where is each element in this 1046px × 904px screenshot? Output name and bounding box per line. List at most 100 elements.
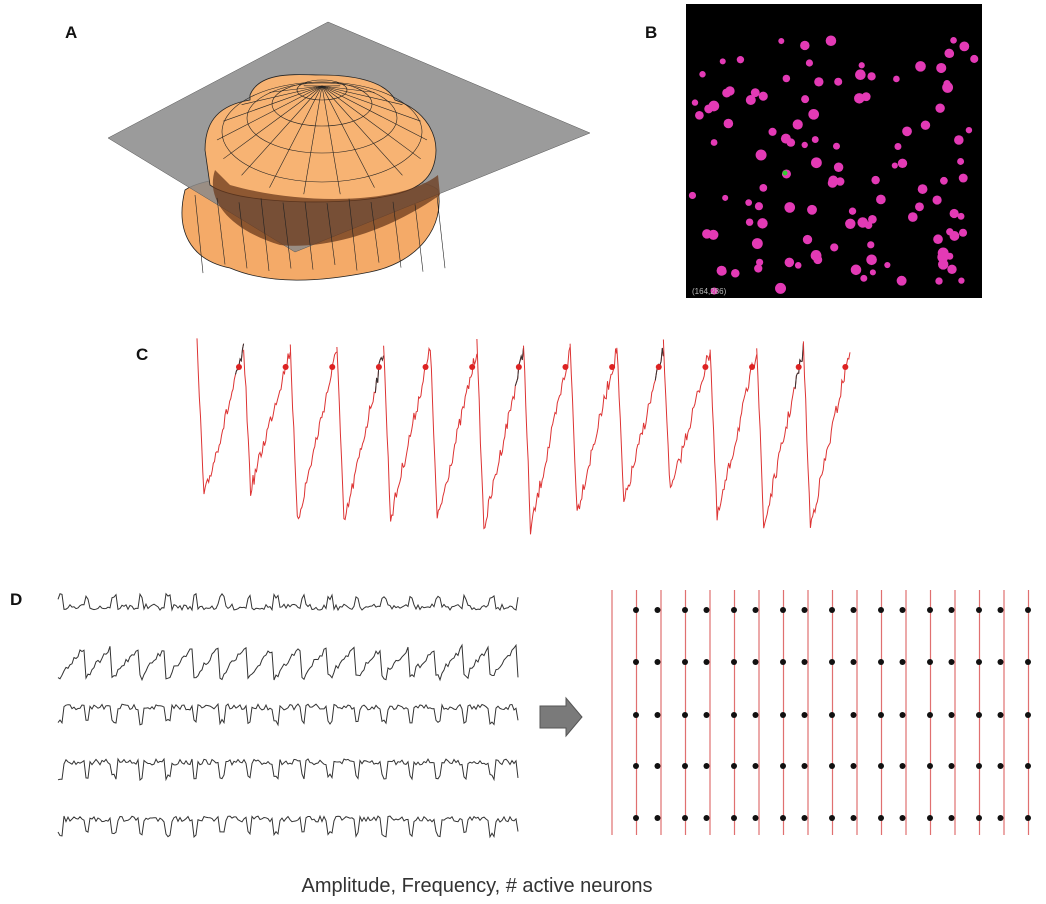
cell (722, 88, 731, 97)
cell (783, 75, 790, 82)
event-dot (780, 763, 786, 769)
event-dot (802, 659, 808, 665)
event-dot (655, 763, 661, 769)
event-dot (878, 607, 884, 613)
cell (811, 157, 822, 168)
calcium-trace (197, 338, 850, 534)
event-dot (682, 712, 688, 718)
cell (966, 127, 972, 133)
event-dot (851, 607, 857, 613)
event-dot (998, 659, 1004, 665)
cell (814, 77, 823, 86)
event-marker (609, 364, 615, 370)
cell (867, 72, 875, 80)
panel-label: D (10, 590, 22, 609)
event-dot (704, 712, 710, 718)
cell (836, 177, 845, 186)
cell (933, 234, 943, 244)
cell (902, 126, 912, 136)
event-dot (900, 659, 906, 665)
cell (935, 277, 942, 284)
cell (940, 177, 948, 185)
neuron-trace (58, 816, 518, 837)
event-marker (562, 364, 568, 370)
event-dot (900, 763, 906, 769)
cell (830, 243, 838, 251)
cell (695, 111, 704, 120)
cell (921, 120, 930, 129)
event-marker (749, 364, 755, 370)
event-dot (1025, 659, 1031, 665)
event-marker (236, 364, 242, 370)
event-dot (753, 659, 759, 665)
arrow (540, 698, 582, 736)
cell (801, 95, 809, 103)
cell (757, 218, 767, 228)
cell (756, 259, 763, 266)
cell (937, 65, 945, 73)
event-dot (851, 712, 857, 718)
event-dot (900, 607, 906, 613)
cell (918, 184, 928, 194)
trace-segment (524, 346, 571, 535)
event-dot (633, 659, 639, 665)
event-dot (976, 659, 982, 665)
trace-segment (384, 346, 431, 522)
trace-segment (757, 343, 804, 528)
event-dot (802, 607, 808, 613)
event-dot (682, 607, 688, 613)
cell (943, 80, 950, 87)
event-dot (927, 659, 933, 665)
cell (894, 143, 901, 150)
event-dot (753, 815, 759, 821)
event-dot (655, 607, 661, 613)
event-dot (998, 763, 1004, 769)
event-marker (516, 364, 522, 370)
event-dot (802, 712, 808, 718)
event-dot (633, 815, 639, 821)
cell (871, 176, 879, 184)
event-dot (851, 659, 857, 665)
cell (898, 159, 907, 168)
event-dot (851, 815, 857, 821)
cell (800, 41, 809, 50)
cell (699, 71, 705, 77)
event-marker (842, 364, 848, 370)
event-dot (829, 659, 835, 665)
event-marker (329, 364, 335, 370)
cell (957, 158, 964, 165)
cell (746, 218, 753, 225)
cell (867, 241, 874, 248)
event-dot (829, 763, 835, 769)
event-dot (927, 763, 933, 769)
event-dot (949, 763, 955, 769)
cell (692, 99, 698, 105)
event-dot (949, 815, 955, 821)
event-dot (753, 712, 759, 718)
trace-segment (290, 345, 337, 519)
cell (860, 275, 867, 282)
event-dot (1025, 815, 1031, 821)
cell (737, 56, 744, 63)
event-dot (682, 659, 688, 665)
cell (959, 229, 967, 237)
cell (849, 208, 856, 215)
cell (756, 150, 767, 161)
panel-label: B (645, 23, 657, 42)
trace-segment (803, 341, 850, 528)
trace-segment (430, 350, 477, 519)
cell (950, 37, 957, 44)
trace-segment (710, 350, 757, 521)
cell (947, 265, 956, 274)
cell (845, 219, 855, 229)
event-dot (780, 659, 786, 665)
cell (717, 266, 727, 276)
event-dot (1025, 712, 1031, 718)
cell (689, 192, 696, 199)
event-dot (780, 712, 786, 718)
event-dot (878, 659, 884, 665)
cell (813, 255, 822, 264)
cell (958, 277, 964, 283)
cell (868, 215, 877, 224)
cell (946, 253, 953, 260)
